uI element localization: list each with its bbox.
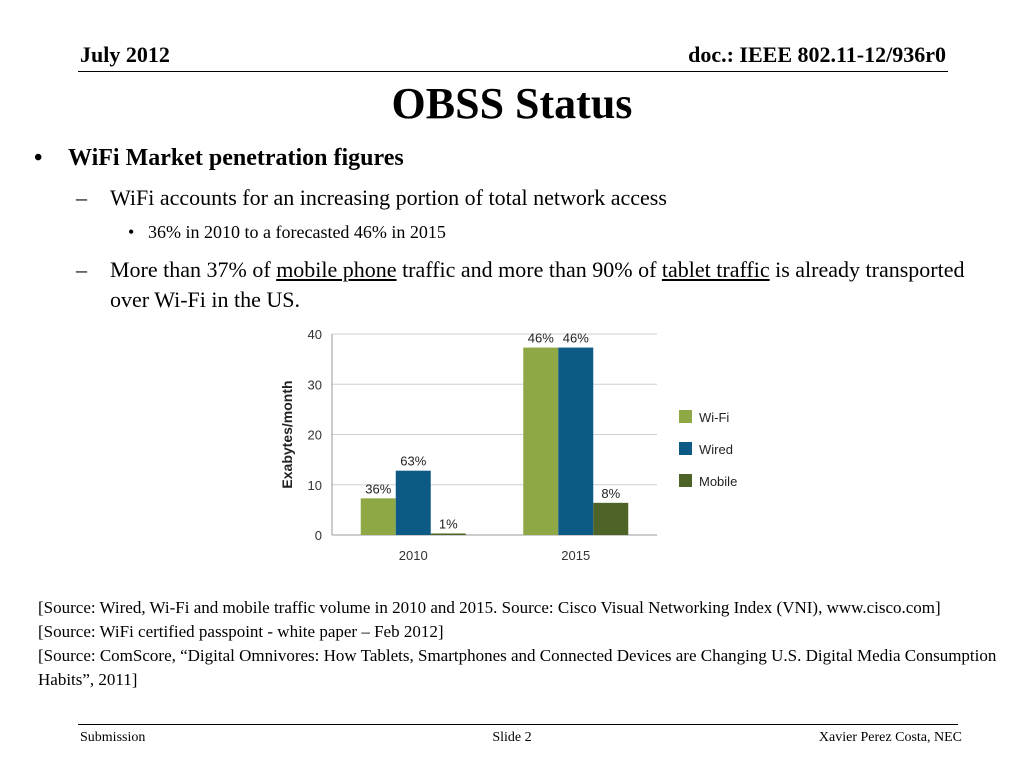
footer-submission: Submission bbox=[80, 730, 146, 745]
bullet-dot-icon: • bbox=[34, 145, 43, 171]
bar bbox=[558, 347, 594, 535]
header-date: July 2012 bbox=[80, 42, 170, 67]
legend-swatch bbox=[679, 474, 692, 487]
traffic-bar-chart: 0 10 20 30 40 Exabytes/month 36% 63% 1% 2010 46% 46… bbox=[279, 327, 737, 563]
bullet-text-part: traffic and more than 90% of bbox=[396, 257, 662, 282]
y-axis-label: Exabytes/month bbox=[279, 380, 295, 488]
x-tick-label: 2015 bbox=[561, 548, 590, 563]
source-line: [Source: WiFi certified passpoint - whit… bbox=[38, 622, 444, 641]
bar bbox=[360, 498, 396, 535]
bar bbox=[395, 470, 431, 535]
footer-slide-number: Slide 2 bbox=[492, 730, 532, 745]
bullet-text: WiFi accounts for an increasing portion … bbox=[110, 185, 667, 210]
bullet-text-part: is already transported over Wi-Fi in the… bbox=[110, 257, 965, 312]
source-line: [Source: ComScore, “Digital Omnivores: H… bbox=[38, 646, 1001, 689]
bullet-text: 36% in 2010 to a forecasted 46% in 2015 bbox=[148, 222, 446, 242]
mobile-phone-link[interactable]: mobile phone bbox=[276, 257, 397, 282]
legend-label: Wi-Fi bbox=[699, 410, 729, 425]
data-label: 46% bbox=[563, 331, 589, 346]
data-label: 46% bbox=[528, 331, 554, 346]
sources-block: [Source: Wired, Wi-Fi and mobile traffic… bbox=[38, 596, 998, 692]
source-line: [Source: Wired, Wi-Fi and mobile traffic… bbox=[38, 598, 941, 617]
y-tick-label: 40 bbox=[308, 327, 322, 342]
y-tick-label: 10 bbox=[308, 478, 322, 493]
header-doc-id: doc.: IEEE 802.11-12/936r0 bbox=[688, 42, 946, 67]
bar bbox=[523, 347, 559, 535]
legend-swatch bbox=[679, 442, 692, 455]
dash-icon: – bbox=[76, 185, 87, 210]
tablet-traffic-link[interactable]: tablet traffic bbox=[661, 257, 770, 282]
y-tick-label: 0 bbox=[315, 528, 322, 543]
data-label: 36% bbox=[365, 481, 391, 496]
y-tick-label: 20 bbox=[308, 428, 322, 443]
bullet-text: WiFi Market penetration figures bbox=[68, 145, 404, 171]
footer-divider bbox=[78, 724, 958, 725]
bullet-dot-icon: • bbox=[128, 222, 135, 242]
y-tick-label: 30 bbox=[308, 377, 322, 392]
bullet-level-2: – More than 37% of mobile phone traffic … bbox=[76, 255, 1000, 315]
bullet-text-part: More than 37% of bbox=[110, 257, 277, 282]
slide-title: OBSS Status bbox=[391, 79, 633, 128]
legend-swatch bbox=[679, 410, 692, 423]
data-label: 1% bbox=[439, 516, 458, 531]
bullet-level-1: • WiFi Market penetration figures bbox=[34, 145, 404, 172]
x-tick-label: 2010 bbox=[399, 548, 428, 563]
data-label: 8% bbox=[601, 486, 620, 501]
footer-author: Xavier Perez Costa, NEC bbox=[818, 730, 962, 745]
data-label: 63% bbox=[400, 454, 426, 469]
bullet-level-2: – WiFi accounts for an increasing portio… bbox=[76, 183, 1000, 213]
bar bbox=[430, 533, 466, 535]
header-divider bbox=[78, 71, 948, 72]
bar bbox=[593, 502, 629, 535]
legend-label: Wired bbox=[699, 442, 733, 457]
bullet-level-3: • 36% in 2010 to a forecasted 46% in 201… bbox=[128, 222, 998, 243]
dash-icon: – bbox=[76, 257, 87, 282]
legend-label: Mobile bbox=[699, 474, 737, 489]
